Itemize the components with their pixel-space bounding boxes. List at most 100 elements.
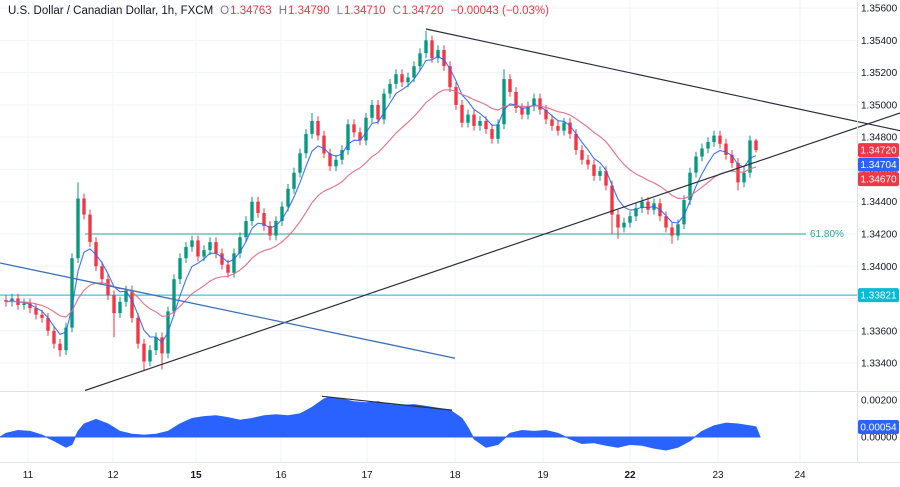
time-axis-labels: 11 12 15 16 17 18 19 22 23 24 [23, 470, 806, 481]
down-candle-body [472, 114, 476, 126]
down-candle-body [136, 317, 140, 344]
up-candle-body [394, 74, 398, 84]
up-candle-body [244, 221, 248, 238]
price-tick-label: 1.34800 [861, 133, 898, 144]
down-candle-body [106, 279, 110, 296]
down-candle-body [616, 214, 620, 228]
time-tick-label: 16 [275, 470, 287, 481]
up-candle-body [562, 122, 566, 131]
down-candle-body [454, 87, 458, 105]
up-candle-body [238, 237, 242, 254]
up-candle-body [202, 250, 206, 257]
down-candle-body [52, 330, 56, 344]
up-candle-body [676, 224, 680, 236]
up-candle-body [598, 171, 602, 176]
up-candle-body [148, 350, 152, 362]
down-candle-body [484, 121, 488, 130]
indicator-badge-value: 0.00054 [860, 423, 897, 434]
down-candle-body [724, 143, 728, 155]
price-badge [858, 172, 899, 187]
down-candle-body [316, 121, 320, 136]
main-chart-pane[interactable] [0, 0, 857, 391]
low-value: 1.34710 [344, 5, 386, 17]
price-badge-value: 1.33821 [860, 291, 897, 302]
time-axis[interactable] [0, 463, 900, 487]
up-candle-body [10, 298, 14, 302]
ohlc-open: O1.34763 [220, 5, 272, 17]
change-value: −0.00043 (−0.03%) [450, 5, 549, 17]
down-candle-body [520, 108, 524, 115]
indicator-trendline[interactable] [321, 395, 453, 411]
price-badge-value: 1.34670 [860, 175, 897, 186]
ma-fast-line[interactable] [5, 55, 757, 344]
down-candle-body [646, 201, 650, 210]
down-candle-body [34, 308, 38, 315]
up-candle-body [292, 172, 296, 189]
down-candle-body [556, 125, 560, 131]
price-tick-label: 1.35400 [861, 36, 898, 47]
price-badges: 1.34720 1.34704 1.34670 1.33821 0.00054 [858, 143, 899, 434]
down-candle-body [226, 264, 230, 273]
descending-trendline[interactable] [425, 28, 900, 132]
time-tick-label: 23 [712, 470, 724, 481]
down-candle-body [538, 98, 542, 110]
price-tick-label: 1.33600 [861, 326, 898, 337]
time-tick-label: 22 [624, 470, 636, 481]
ohlc-high: H1.34790 [279, 5, 330, 17]
up-candle-body [286, 188, 290, 207]
down-candle-body [130, 290, 134, 318]
up-candle-body [700, 148, 704, 157]
down-candle-body [352, 124, 356, 133]
down-candle-body [508, 79, 512, 92]
candlestick-series [4, 30, 758, 372]
symbol-title[interactable]: U.S. Dollar / Canadian Dollar, 1h, FXCM [8, 5, 214, 17]
up-candle-body [232, 253, 236, 273]
up-candle-body [70, 258, 74, 328]
up-candle-body [418, 53, 422, 67]
down-candle-body [112, 295, 116, 314]
open-label: O [220, 5, 230, 17]
down-candle-body [754, 140, 758, 151]
time-tick-label: 15 [190, 470, 202, 481]
time-tick-label: 17 [361, 470, 373, 481]
up-candle-body [304, 133, 308, 154]
down-candle-body [376, 104, 380, 120]
down-candle-body [610, 185, 614, 215]
up-candle-body [748, 140, 752, 173]
down-candle-body [604, 171, 608, 186]
high-label: H [278, 5, 288, 17]
close-value: 1.34720 [401, 5, 444, 17]
up-candle-body [280, 206, 284, 222]
ma-slow-line[interactable] [5, 89, 757, 318]
time-tick-label: 19 [537, 470, 549, 481]
time-tick-label: 11 [23, 470, 34, 481]
price-axis-labels: 1.35600 1.35400 1.35200 1.35000 1.34800 1.346… [861, 4, 898, 444]
ohlc-close: C1.34720 [393, 5, 444, 17]
down-candle-body [514, 92, 518, 109]
up-candle-body [424, 40, 428, 54]
price-axis[interactable] [857, 0, 900, 463]
up-candle-body [154, 337, 158, 351]
time-tick-label: 24 [794, 470, 806, 481]
up-candle-body [694, 156, 698, 173]
down-candle-body [160, 337, 164, 354]
ascending-trendline[interactable] [84, 112, 900, 392]
up-candle-body [466, 114, 470, 123]
price-badge [858, 143, 899, 158]
down-candle-body [664, 216, 668, 228]
up-candle-body [496, 124, 500, 139]
up-candle-body [526, 106, 530, 115]
down-candle-body [88, 214, 92, 242]
down-candle-body [40, 314, 44, 318]
chart-legend: U.S. Dollar / Canadian Dollar, 1h, FXCM … [8, 5, 549, 17]
blue-descending-trendline[interactable] [0, 262, 456, 359]
down-candle-body [58, 343, 62, 351]
price-tick-label: 1.34400 [861, 197, 898, 208]
up-candle-body [634, 208, 638, 217]
down-candle-body [100, 266, 104, 280]
down-candle-body [544, 109, 548, 120]
fib-level-label: 61.80% [810, 229, 844, 240]
up-candle-body [688, 172, 692, 201]
